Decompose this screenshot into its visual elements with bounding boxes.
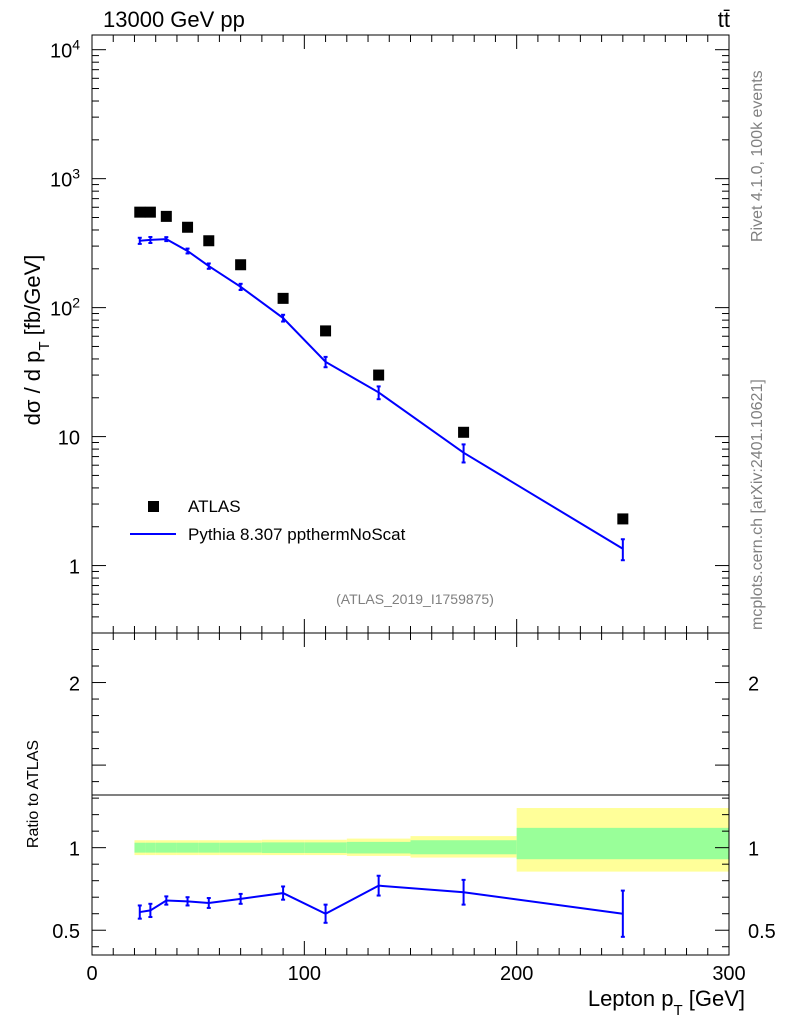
- legend-atlas-marker: [148, 501, 159, 512]
- main-atlas-point: [160, 210, 172, 222]
- main-atlas-point: [458, 426, 470, 438]
- ratio-x-tick-label: 0: [86, 963, 97, 985]
- ratio-green-band: [410, 840, 517, 855]
- ratio-y-tick-label: 1: [69, 839, 80, 861]
- main-atlas-point: [617, 513, 629, 525]
- process-label: tt̄: [718, 7, 730, 32]
- main-y-tick-label: 10: [58, 428, 80, 450]
- energy-label: 13000 GeV pp: [103, 7, 245, 32]
- main-atlas-point: [134, 206, 146, 218]
- main-y-tick-label: 1: [69, 557, 80, 579]
- x-axis-label: Lepton pT [GeV]: [588, 986, 745, 1019]
- ratio-green-band: [219, 842, 262, 853]
- ratio-green-band: [198, 842, 220, 853]
- legend: ATLAS Pythia 8.307 ppthermNoScat: [130, 497, 406, 544]
- ratio-y-tick-label-right: 1: [748, 839, 759, 861]
- ratio-green-band: [134, 842, 146, 853]
- main-y-tick-label: 103: [50, 166, 80, 192]
- watermark: (ATLAS_2019_I1759875): [336, 591, 494, 607]
- ratio-green-band: [304, 842, 347, 853]
- main-atlas-point: [203, 235, 215, 247]
- main-y-tick-label: 102: [50, 295, 80, 321]
- ratio-x-tick-label: 300: [712, 963, 745, 985]
- main-atlas-point: [182, 221, 194, 233]
- main-atlas-point: [144, 206, 156, 218]
- legend-atlas-label: ATLAS: [188, 497, 241, 516]
- ratio-y-tick-label-right: 2: [748, 674, 759, 696]
- main-y-axis-label: dσ / d pT [fb/GeV]: [20, 255, 53, 426]
- main-atlas-point: [320, 325, 332, 337]
- ratio-green-band: [516, 827, 729, 860]
- rivet-label: Rivet 4.1.0, 100k events: [749, 70, 766, 242]
- ratio-y-axis-label: Ratio to ATLAS: [25, 740, 42, 848]
- ratio-y-tick-label: 0.5: [52, 921, 80, 943]
- main-atlas-point: [277, 292, 289, 304]
- legend-pythia-label: Pythia 8.307 ppthermNoScat: [188, 525, 406, 544]
- ratio-panel: 0 100 200 3000.5 0.51 12 2 Ratio to ATLAS Lept…: [25, 632, 776, 1019]
- ratio-y-tick-label-right: 0.5: [748, 921, 776, 943]
- ratio-x-tick-label: 100: [288, 963, 321, 985]
- ratio-green-band: [155, 842, 177, 853]
- ratio-frame: [91, 632, 730, 956]
- ratio-pythia-line: [139, 884, 623, 915]
- ratio-green-band: [176, 842, 199, 853]
- main-atlas-point: [235, 259, 247, 271]
- ratio-x-tick-label: 200: [500, 963, 533, 985]
- main-panel: 1 10 102 103 104 (ATLAS_2019_I1759875) dσ / …: [20, 34, 730, 634]
- ratio-y-tick-label: 2: [69, 674, 80, 696]
- main-y-tick-label: 104: [50, 37, 80, 63]
- main-y-axis-label-text: dσ / d pT [fb/GeV]: [20, 255, 53, 426]
- x-axis-label-text: Lepton pT [GeV]: [588, 986, 745, 1019]
- ratio-green-band: [145, 842, 156, 853]
- site-label: mcplots.cern.ch [arXiv:2401.10621]: [749, 379, 766, 630]
- ratio-green-band: [261, 842, 305, 853]
- main-atlas-point: [373, 369, 385, 381]
- ratio-green-band: [346, 841, 411, 854]
